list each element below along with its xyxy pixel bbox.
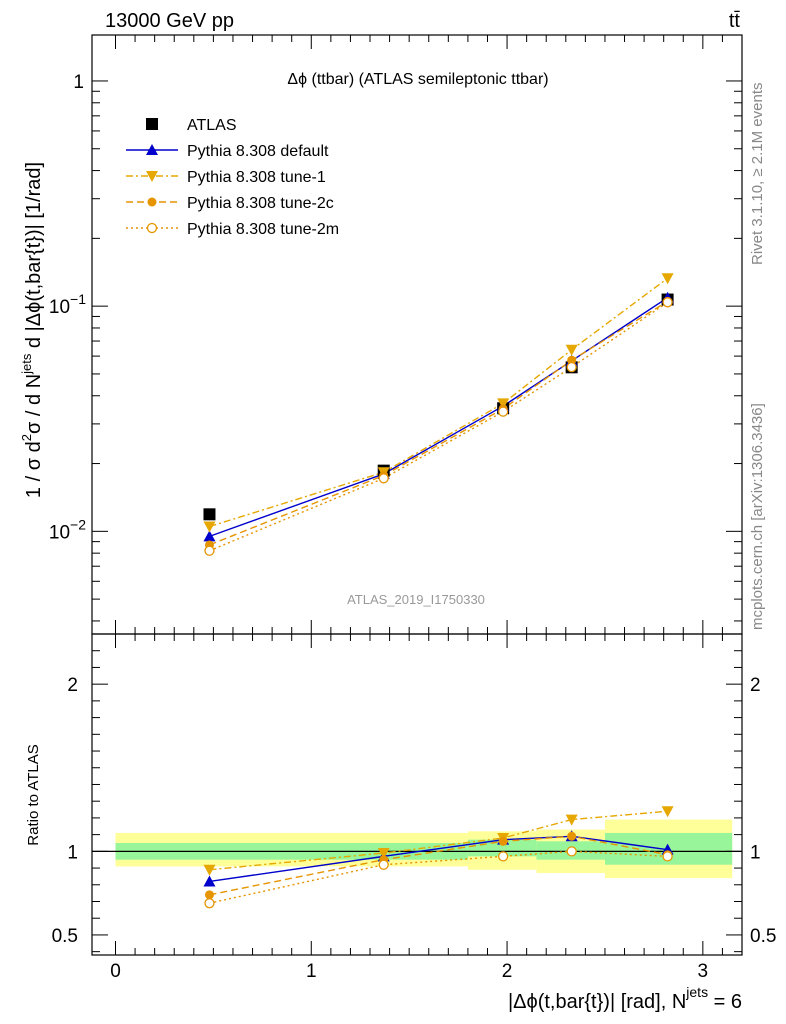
data-point <box>565 344 578 356</box>
ratio-y-tick-label: 1 <box>67 842 78 863</box>
y-tick-label: 10−1 <box>49 291 86 318</box>
ratio-point <box>498 836 508 846</box>
ratio-y-axis-label: Ratio to ATLAS <box>25 744 42 845</box>
mcplots-label: mcplots.cern.ch [arXiv:1306.3436] <box>749 403 766 630</box>
ratio-point <box>203 864 216 876</box>
legend: ATLAS Pythia 8.308 default Pythia 8.308 tu… <box>126 117 339 238</box>
data-point <box>662 297 673 308</box>
main-panel: Δϕ (ttbar) (ATLAS semileptonic ttbar) AT… <box>19 34 743 635</box>
data-point <box>204 545 215 556</box>
ratio-point <box>566 846 577 857</box>
ratio-point <box>377 848 390 860</box>
ratio-point <box>203 875 216 887</box>
data-point <box>203 508 216 521</box>
watermark: ATLAS_2019_I1750330 <box>347 592 485 607</box>
legend-marker <box>146 144 158 155</box>
ratio-point <box>378 859 389 870</box>
legend-label: Pythia 8.308 tune-2c <box>187 195 334 212</box>
data-point <box>497 398 510 410</box>
legend-marker <box>146 222 158 234</box>
y-tick-label: 10−2 <box>49 516 86 543</box>
ratio-y-tick-label: 0.5 <box>52 926 78 947</box>
series-line-4 <box>209 301 668 552</box>
ratio-point <box>565 814 578 826</box>
energy-label: 13000 GeV pp <box>105 10 234 32</box>
legend-marker <box>146 118 158 130</box>
x-axis-label: |Δϕ(t,bar{t})| [rad], Njets = 6 <box>508 984 742 1013</box>
ratio-panel: Ratio to ATLAS |Δϕ(t,bar{t})| [rad], Nje… <box>25 633 776 1013</box>
y-tick-label: 1 <box>73 72 84 93</box>
ratio-y-tick-label-right: 1 <box>750 842 761 863</box>
ratio-point <box>662 851 673 862</box>
ratio-y-tick-label-right: 2 <box>750 675 761 696</box>
ratio-point <box>497 851 509 862</box>
x-tick-label: 3 <box>698 961 709 982</box>
data-point <box>497 406 509 417</box>
series-line-1 <box>209 297 668 538</box>
legend-label: Pythia 8.308 default <box>187 143 329 160</box>
data-point <box>661 273 674 285</box>
ratio-y-tick-label-right: 0.5 <box>750 926 776 947</box>
data-point <box>566 361 577 373</box>
ratio-y-tick-label: 2 <box>67 675 78 696</box>
data-point <box>203 521 216 533</box>
legend-label: Pythia 8.308 tune-2m <box>187 221 339 238</box>
legend-label: Pythia 8.308 tune-1 <box>187 169 326 186</box>
data-point <box>203 530 216 542</box>
series-line-2 <box>209 277 669 528</box>
legend-marker <box>147 197 157 207</box>
ratio-point <box>204 890 214 900</box>
x-tick-label: 2 <box>502 961 513 982</box>
data-point <box>378 473 389 484</box>
ratio-point <box>567 831 577 841</box>
process-label: tt̄ <box>729 10 741 32</box>
legend-label: ATLAS <box>187 117 237 134</box>
main-title: Δϕ (ttbar) (ATLAS semileptonic ttbar) <box>287 71 548 88</box>
x-tick-label: 1 <box>306 961 317 982</box>
y-axis-label: 1 / σ d2σ / d Njets d |Δϕ(t,bar{t})| [1/… <box>19 162 45 498</box>
x-tick-label: 0 <box>110 961 121 982</box>
ratio-plot-frame <box>91 633 743 956</box>
ratio-point <box>204 898 215 909</box>
legend-marker <box>146 171 158 182</box>
rivet-label: Rivet 3.1.10, ≥ 2.1M events <box>749 83 766 266</box>
ratio-point <box>661 806 674 818</box>
series-line-3 <box>209 300 668 546</box>
